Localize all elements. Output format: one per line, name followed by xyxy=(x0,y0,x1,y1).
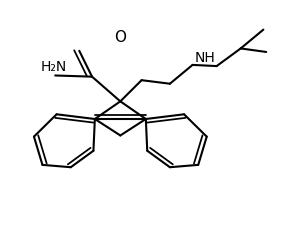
Text: H₂N: H₂N xyxy=(41,60,67,74)
Text: NH: NH xyxy=(195,51,216,65)
Text: O: O xyxy=(114,30,126,45)
